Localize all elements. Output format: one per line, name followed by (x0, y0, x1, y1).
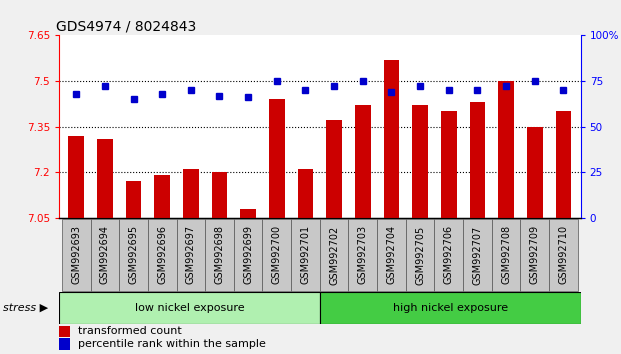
Text: GSM992696: GSM992696 (157, 225, 167, 284)
FancyBboxPatch shape (59, 292, 320, 324)
FancyBboxPatch shape (205, 219, 234, 291)
Text: GSM992708: GSM992708 (501, 225, 511, 285)
Text: GSM992700: GSM992700 (272, 225, 282, 285)
FancyBboxPatch shape (62, 219, 91, 291)
Text: GSM992693: GSM992693 (71, 225, 81, 284)
FancyBboxPatch shape (435, 219, 463, 291)
Text: GSM992698: GSM992698 (214, 225, 225, 284)
Bar (412, 105, 428, 218)
Text: GSM992703: GSM992703 (358, 225, 368, 285)
Bar (240, 209, 256, 218)
FancyBboxPatch shape (492, 219, 520, 291)
FancyBboxPatch shape (176, 219, 205, 291)
Text: percentile rank within the sample: percentile rank within the sample (78, 339, 266, 349)
Text: GSM992707: GSM992707 (473, 225, 483, 285)
FancyBboxPatch shape (263, 219, 291, 291)
Bar (154, 175, 170, 218)
Bar (125, 181, 142, 218)
Bar (527, 127, 543, 218)
FancyBboxPatch shape (549, 219, 578, 291)
FancyBboxPatch shape (377, 219, 406, 291)
Text: GDS4974 / 8024843: GDS4974 / 8024843 (56, 19, 196, 34)
Bar (384, 60, 399, 218)
FancyBboxPatch shape (406, 219, 435, 291)
Text: stress ▶: stress ▶ (3, 303, 48, 313)
FancyBboxPatch shape (91, 219, 119, 291)
Bar (469, 102, 486, 218)
FancyBboxPatch shape (320, 292, 581, 324)
Bar (297, 169, 314, 218)
Bar (355, 105, 371, 218)
Bar (556, 112, 571, 218)
FancyBboxPatch shape (148, 219, 176, 291)
Text: GSM992699: GSM992699 (243, 225, 253, 284)
Text: GSM992697: GSM992697 (186, 225, 196, 285)
FancyBboxPatch shape (234, 219, 263, 291)
Bar (326, 120, 342, 218)
Text: GSM992704: GSM992704 (386, 225, 396, 285)
Text: GSM992694: GSM992694 (100, 225, 110, 284)
Text: GSM992709: GSM992709 (530, 225, 540, 285)
Text: low nickel exposure: low nickel exposure (135, 303, 244, 313)
Bar (68, 136, 84, 218)
Bar (212, 172, 227, 218)
FancyBboxPatch shape (320, 219, 348, 291)
Text: GSM992695: GSM992695 (129, 225, 138, 285)
Text: GSM992705: GSM992705 (415, 225, 425, 285)
Bar (441, 112, 456, 218)
FancyBboxPatch shape (348, 219, 377, 291)
Text: GSM992710: GSM992710 (558, 225, 568, 285)
Text: transformed count: transformed count (78, 326, 181, 336)
Text: GSM992702: GSM992702 (329, 225, 339, 285)
FancyBboxPatch shape (463, 219, 492, 291)
Text: high nickel exposure: high nickel exposure (392, 303, 508, 313)
FancyBboxPatch shape (520, 219, 549, 291)
Bar (269, 99, 284, 218)
FancyBboxPatch shape (291, 219, 320, 291)
Text: GSM992701: GSM992701 (301, 225, 310, 285)
FancyBboxPatch shape (119, 219, 148, 291)
Bar (97, 139, 113, 218)
Bar (498, 81, 514, 218)
Text: GSM992706: GSM992706 (444, 225, 454, 285)
Bar (183, 169, 199, 218)
